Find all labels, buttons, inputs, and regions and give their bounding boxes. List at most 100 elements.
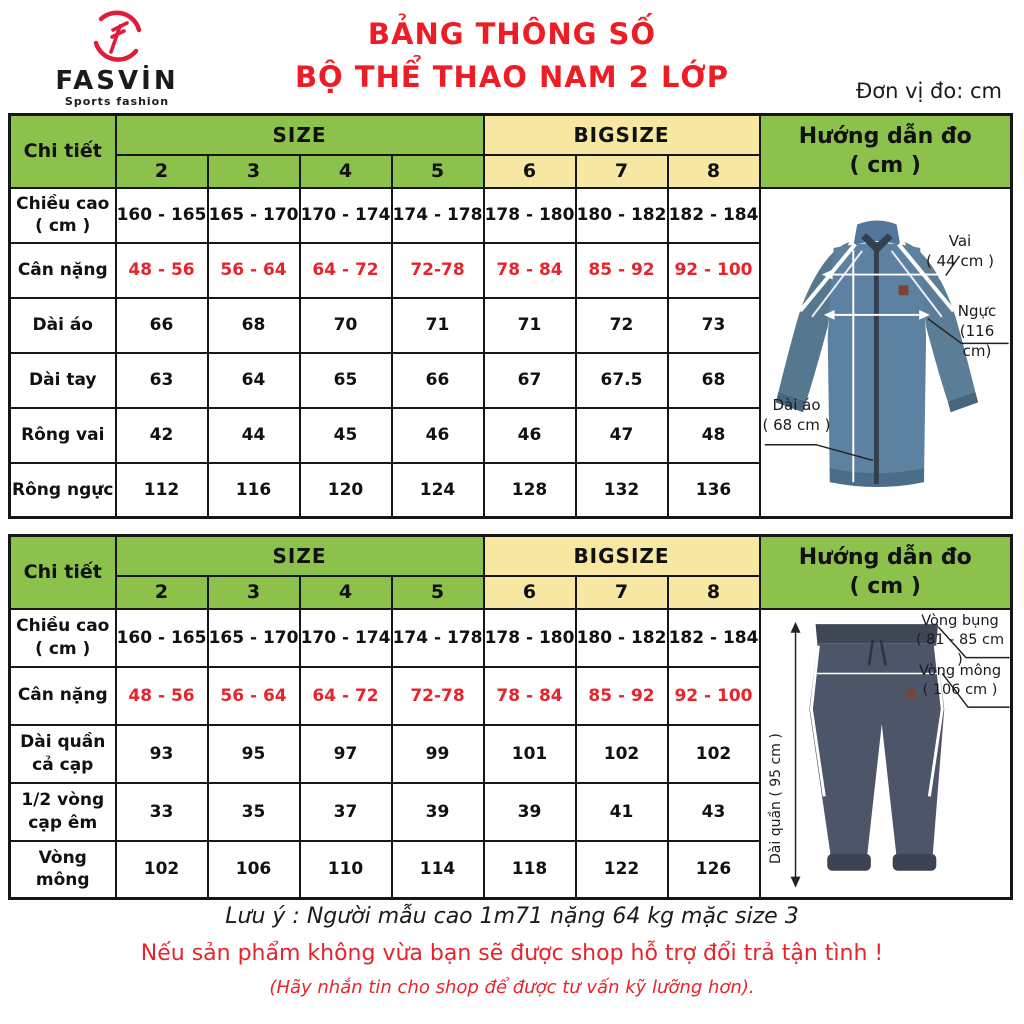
table-cell: 122	[574, 839, 669, 900]
chest-annotation: Ngực (116 cm)	[944, 301, 1010, 362]
table-cell: 174 - 178	[390, 607, 485, 668]
size-col-header: 3	[206, 574, 301, 610]
row-label-chest: Rông ngực	[8, 461, 117, 519]
page-title-line1: BẢNG THÔNG SỐ	[367, 17, 657, 51]
pants-size-table: Chi tiết SIZE BIGSIZE Hướng dẫn đo ( cm …	[8, 534, 1013, 900]
table-cell: 39	[482, 781, 577, 842]
jacket-length-annotation-label: Dài áo	[772, 395, 821, 414]
row-label-pants-length: Dài quần cả cạp	[8, 723, 117, 784]
bigsize-group-header: BIGSIZE	[482, 534, 761, 577]
table-cell: 92 - 100	[666, 665, 761, 726]
unit-note: Đơn vị đo: cm	[856, 79, 1002, 103]
row-label-hip: Vòng mông	[8, 839, 117, 900]
jacket-illustration	[764, 219, 1009, 487]
row-label-weight: Cân nặng	[8, 241, 117, 299]
table-cell: 85 - 92	[574, 241, 669, 299]
table-cell: 165 - 170	[206, 186, 301, 244]
jacket-measure-guide: Vai ( 44 cm ) Ngực (116 cm) Dài áo ( 68 …	[758, 186, 1013, 519]
table-cell: 42	[114, 406, 209, 464]
table-cell: 68	[666, 351, 761, 409]
waist-annotation-value: ( 81 - 85 cm )	[915, 632, 1005, 668]
detail-header: Chi tiết	[8, 113, 117, 189]
table-cell: 160 - 165	[114, 186, 209, 244]
table-cell: 102	[666, 723, 761, 784]
table-cell: 70	[298, 296, 393, 354]
pants-length-annotation: Dài quần ( 95 cm )	[767, 732, 784, 864]
measure-guide-unit: ( cm )	[849, 153, 921, 179]
hip-annotation-label: Vòng mông	[918, 662, 1002, 679]
row-label-jacket-length: Dài áo	[8, 296, 117, 354]
table-cell: 132	[574, 461, 669, 519]
bigsize-col-header: 6	[482, 574, 577, 610]
page-title: BẢNG THÔNG SỐ BỘ THỂ THAO NAM 2 LỚP	[262, 13, 762, 99]
table-cell: 64 - 72	[298, 665, 393, 726]
table-cell: 66	[114, 296, 209, 354]
table-cell: 72-78	[390, 241, 485, 299]
table-cell: 178 - 180	[482, 607, 577, 668]
table-cell: 68	[206, 296, 301, 354]
row-label-sleeve: Dài tay	[8, 351, 117, 409]
table-cell: 128	[482, 461, 577, 519]
size-col-header: 2	[114, 153, 209, 189]
hip-annotation-value: ( 106 cm )	[922, 682, 998, 699]
table-cell: 118	[482, 839, 577, 900]
table-cell: 180 - 182	[574, 607, 669, 668]
table-cell: 71	[390, 296, 485, 354]
table-cell: 47	[574, 406, 669, 464]
table-cell: 64	[206, 351, 301, 409]
chest-annotation-value: (116 cm)	[959, 321, 995, 360]
table-cell: 110	[298, 839, 393, 900]
jacket-length-annotation-value: ( 68 cm )	[762, 415, 831, 434]
table-cell: 95	[206, 723, 301, 784]
table-cell: 33	[114, 781, 209, 842]
table-cell: 124	[390, 461, 485, 519]
table-cell: 85 - 92	[574, 665, 669, 726]
table-cell: 37	[298, 781, 393, 842]
table-cell: 120	[298, 461, 393, 519]
bigsize-col-header: 8	[666, 574, 761, 610]
size-col-header: 2	[114, 574, 209, 610]
measure-guide-unit: ( cm )	[849, 574, 921, 600]
table-cell: 45	[298, 406, 393, 464]
brand-tagline: Sports fashion	[64, 95, 170, 109]
table-cell: 178 - 180	[482, 186, 577, 244]
table-cell: 93	[114, 723, 209, 784]
table-cell: 182 - 184	[666, 607, 761, 668]
brand-logo: FASVİN Sports fashion	[42, 6, 192, 108]
table-cell: 71	[482, 296, 577, 354]
measure-guide-header: Hướng dẫn đo ( cm )	[758, 534, 1013, 610]
table-cell: 46	[482, 406, 577, 464]
table-cell: 64 - 72	[298, 241, 393, 299]
bigsize-col-header: 6	[482, 153, 577, 189]
table-cell: 182 - 184	[666, 186, 761, 244]
pants-measure-guide: Vòng bụng ( 81 - 85 cm ) Vòng mông ( 106…	[758, 607, 1013, 900]
detail-header: Chi tiết	[8, 534, 117, 610]
table-cell: 44	[206, 406, 301, 464]
table-cell: 170 - 174	[298, 607, 393, 668]
exchange-policy-note: Nếu sản phẩm không vừa bạn sẽ được shop …	[140, 941, 884, 966]
row-label-weight: Cân nặng	[8, 665, 117, 726]
row-label-half-waist: 1/2 vòng cạp êm	[8, 781, 117, 842]
jacket-size-table: Chi tiết SIZE BIGSIZE Hướng dẫn đo ( cm …	[8, 113, 1013, 519]
waist-annotation-label: Vòng bụng	[921, 612, 999, 629]
page-title-line2: BỘ THỂ THAO NAM 2 LỚP	[294, 60, 730, 94]
bigsize-col-header: 7	[574, 153, 669, 189]
size-group-header: SIZE	[114, 534, 485, 577]
table-cell: 67	[482, 351, 577, 409]
size-col-header: 4	[298, 574, 393, 610]
table-cell: 106	[206, 839, 301, 900]
size-col-header: 4	[298, 153, 393, 189]
table-cell: 63	[114, 351, 209, 409]
table-cell: 72	[574, 296, 669, 354]
table-cell: 35	[206, 781, 301, 842]
row-label-height: Chiều cao ( cm )	[8, 607, 117, 668]
table-cell: 116	[206, 461, 301, 519]
fasvin-logo-icon	[93, 10, 142, 62]
table-cell: 46	[390, 406, 485, 464]
row-label-height: Chiều cao ( cm )	[8, 186, 117, 244]
table-cell: 65	[298, 351, 393, 409]
table-cell: 170 - 174	[298, 186, 393, 244]
brand-name: FASVİN	[55, 66, 179, 96]
bigsize-col-header: 7	[574, 574, 669, 610]
table-cell: 102	[574, 723, 669, 784]
